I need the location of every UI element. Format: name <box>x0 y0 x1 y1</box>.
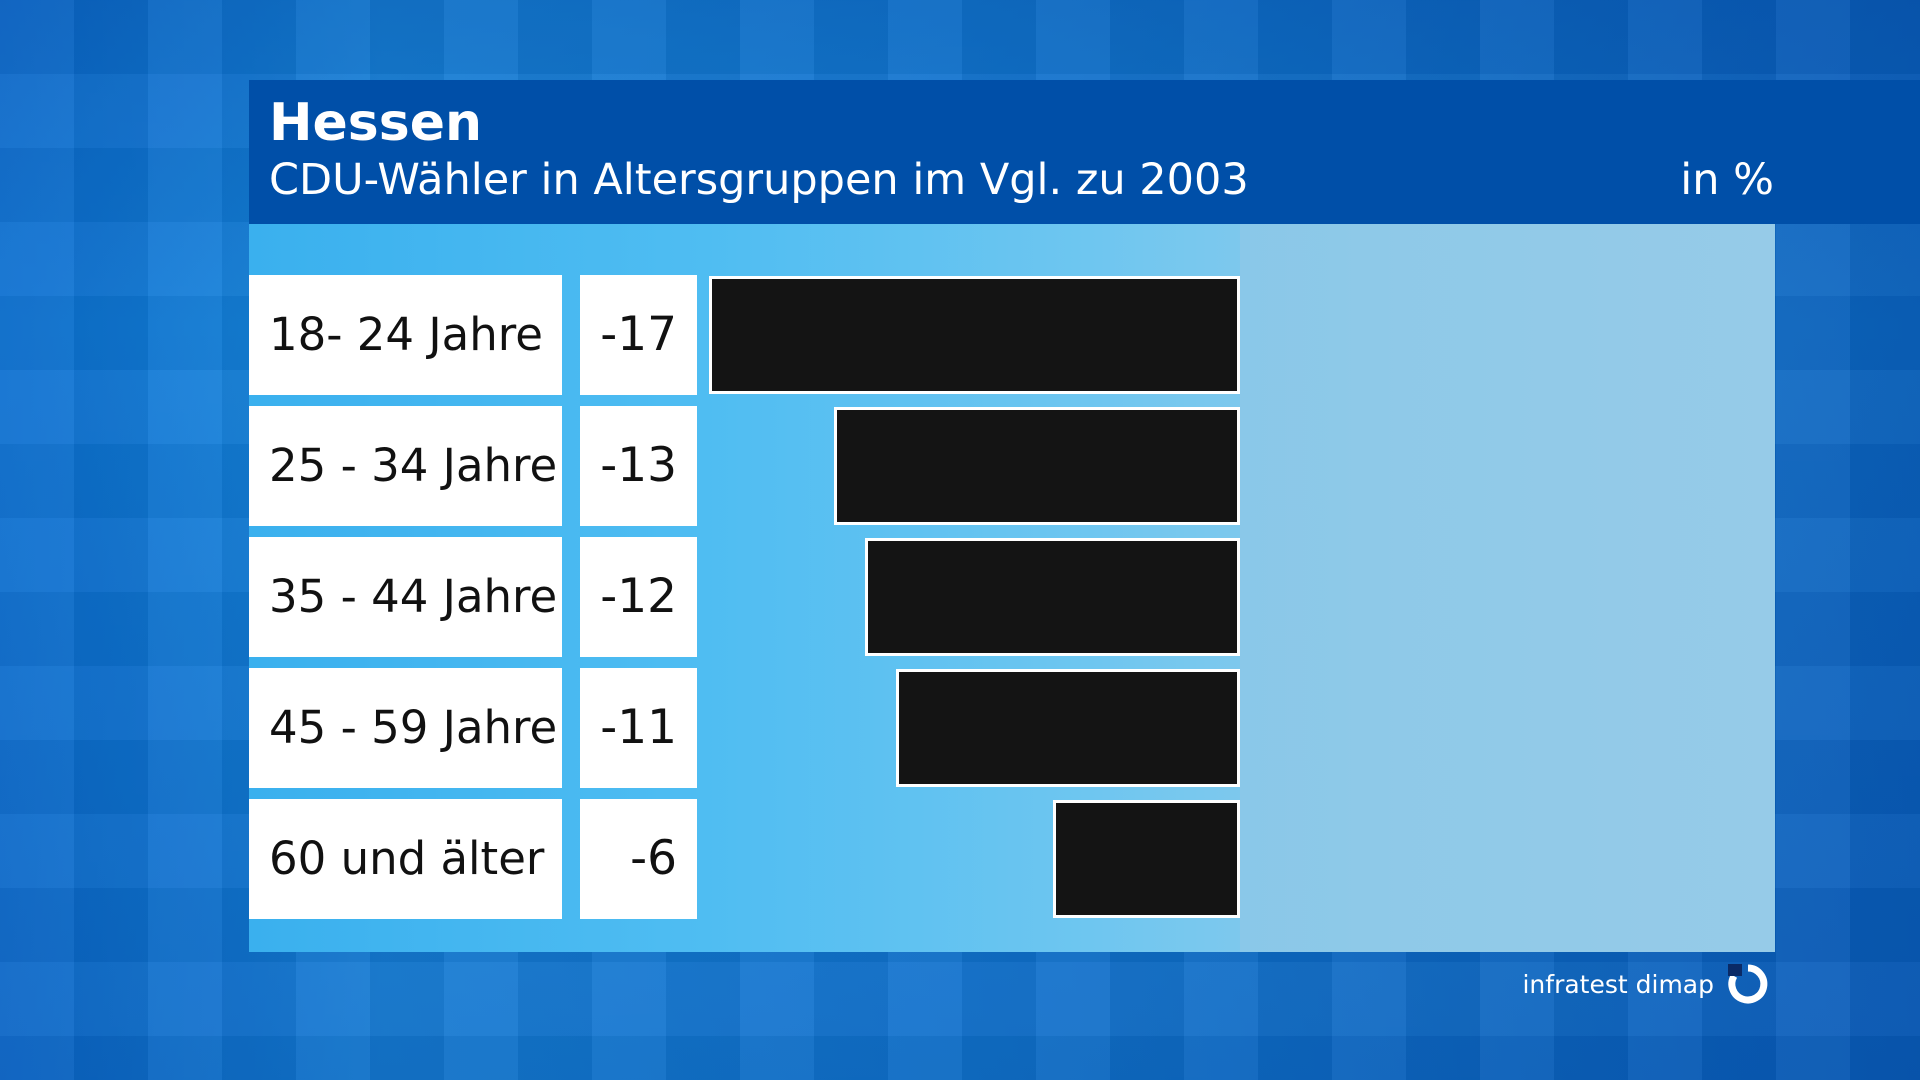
category-label-box: 35 - 44 Jahre <box>249 537 562 657</box>
value-label-box: -17 <box>580 275 697 395</box>
data-label: -12 <box>600 569 677 624</box>
unit-label: in % <box>1680 155 1774 205</box>
category-label: 25 - 34 Jahre <box>269 439 558 492</box>
category-label: 60 und älter <box>269 832 545 885</box>
category-label: 35 - 44 Jahre <box>269 570 558 623</box>
plot-area: 18- 24 Jahre -17 25 - 34 Jahre -13 35 - 44 J… <box>249 224 1775 952</box>
bar-row: 18- 24 Jahre -17 <box>249 275 1249 395</box>
data-label: -13 <box>600 438 677 493</box>
category-label: 18- 24 Jahre <box>269 308 543 361</box>
category-label-box: 18- 24 Jahre <box>249 275 562 395</box>
infratest-dimap-logo-icon <box>1728 964 1768 1004</box>
bar <box>833 407 1240 525</box>
bar <box>709 276 1240 394</box>
bar-row: 45 - 59 Jahre -11 <box>249 668 1249 788</box>
chart-header: Hessen CDU-Wähler in Altersgruppen im Vg… <box>249 80 1920 224</box>
logo-text: infratest dimap <box>1522 969 1714 999</box>
bar <box>1052 800 1240 918</box>
category-label-box: 60 und älter <box>249 799 562 919</box>
data-label: -17 <box>600 307 677 362</box>
value-label-box: -12 <box>580 537 697 657</box>
bar-row: 25 - 34 Jahre -13 <box>249 406 1249 526</box>
bar <box>865 538 1240 656</box>
chart-title: Hessen <box>269 93 482 153</box>
bar-row: 60 und älter -6 <box>249 799 1249 919</box>
value-label-box: -13 <box>580 406 697 526</box>
plot-background-right <box>1240 224 1775 952</box>
data-label: -11 <box>600 700 677 755</box>
value-label-box: -11 <box>580 668 697 788</box>
brand-logo: infratest dimap <box>1522 960 1770 1008</box>
category-label-box: 45 - 59 Jahre <box>249 668 562 788</box>
bar-row: 35 - 44 Jahre -12 <box>249 537 1249 657</box>
category-label-box: 25 - 34 Jahre <box>249 406 562 526</box>
value-label-box: -6 <box>580 799 697 919</box>
chart-subtitle: CDU-Wähler in Altersgruppen im Vgl. zu 2… <box>269 155 1249 205</box>
bar <box>896 669 1240 787</box>
category-label: 45 - 59 Jahre <box>269 701 558 754</box>
data-label: -6 <box>630 831 677 886</box>
